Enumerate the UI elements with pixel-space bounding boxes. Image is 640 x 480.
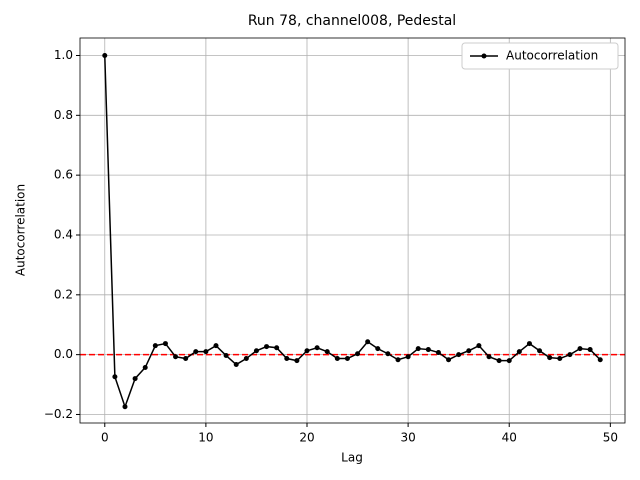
data-point <box>425 347 431 353</box>
data-point <box>213 343 219 349</box>
data-point <box>152 343 158 349</box>
data-point <box>132 376 138 382</box>
data-point <box>253 348 259 354</box>
legend-marker <box>481 53 487 59</box>
data-point <box>496 358 502 364</box>
data-point <box>375 346 381 352</box>
y-axis-label: Autocorrelation <box>14 184 28 276</box>
data-point <box>334 356 340 362</box>
x-tick-label: 10 <box>198 431 213 445</box>
y-tick-label: 0.8 <box>54 108 73 122</box>
y-tick-label: 0.0 <box>54 347 73 361</box>
x-tick-label: 0 <box>101 431 109 445</box>
data-point <box>597 357 603 363</box>
y-tick-label: 0.4 <box>54 227 73 241</box>
x-tick-label: 40 <box>502 431 517 445</box>
data-point <box>415 346 421 352</box>
data-point <box>385 351 391 357</box>
data-point <box>183 356 189 362</box>
x-tick-label: 30 <box>400 431 415 445</box>
data-point <box>516 349 522 355</box>
data-point <box>395 357 401 363</box>
data-point <box>274 345 280 351</box>
plot-frame <box>79 37 626 424</box>
x-tick-label: 50 <box>603 431 618 445</box>
y-tick-label: −0.2 <box>44 407 73 421</box>
data-point <box>557 356 563 362</box>
data-point <box>243 356 249 362</box>
data-point <box>466 348 472 354</box>
data-point <box>405 354 411 360</box>
data-point <box>344 356 350 362</box>
data-point <box>324 349 330 355</box>
data-point <box>264 344 270 350</box>
data-point <box>435 350 441 356</box>
legend-box <box>461 42 619 70</box>
data-point <box>193 349 199 355</box>
data-point <box>304 348 310 354</box>
data-point <box>173 354 179 360</box>
data-point <box>587 347 593 353</box>
legend-label: Autocorrelation <box>506 49 598 63</box>
data-point <box>476 343 482 349</box>
x-tick-label: 20 <box>299 431 314 445</box>
chart-title: Run 78, channel008, Pedestal <box>248 13 456 29</box>
y-tick-label: 0.6 <box>54 168 73 182</box>
y-tick-label: 0.2 <box>54 287 73 301</box>
data-point <box>547 355 553 361</box>
data-point <box>526 341 532 347</box>
data-point <box>162 341 168 347</box>
data-point <box>122 404 128 410</box>
data-point <box>456 352 462 358</box>
data-point <box>567 352 573 358</box>
data-point <box>223 353 229 359</box>
data-point <box>446 357 452 363</box>
data-point <box>142 365 148 371</box>
data-point <box>355 351 361 357</box>
y-tick-label: 1.0 <box>54 48 73 62</box>
data-point <box>506 358 512 364</box>
data-point <box>102 53 108 58</box>
data-point <box>577 346 583 352</box>
data-point <box>203 349 209 355</box>
data-point <box>294 358 300 364</box>
x-axis-label: Lag <box>341 451 363 465</box>
data-point <box>365 339 371 345</box>
data-point <box>284 356 290 362</box>
data-point <box>112 374 118 380</box>
data-point <box>486 354 492 360</box>
data-point <box>314 345 320 351</box>
data-point <box>233 362 239 368</box>
data-point <box>537 348 543 354</box>
